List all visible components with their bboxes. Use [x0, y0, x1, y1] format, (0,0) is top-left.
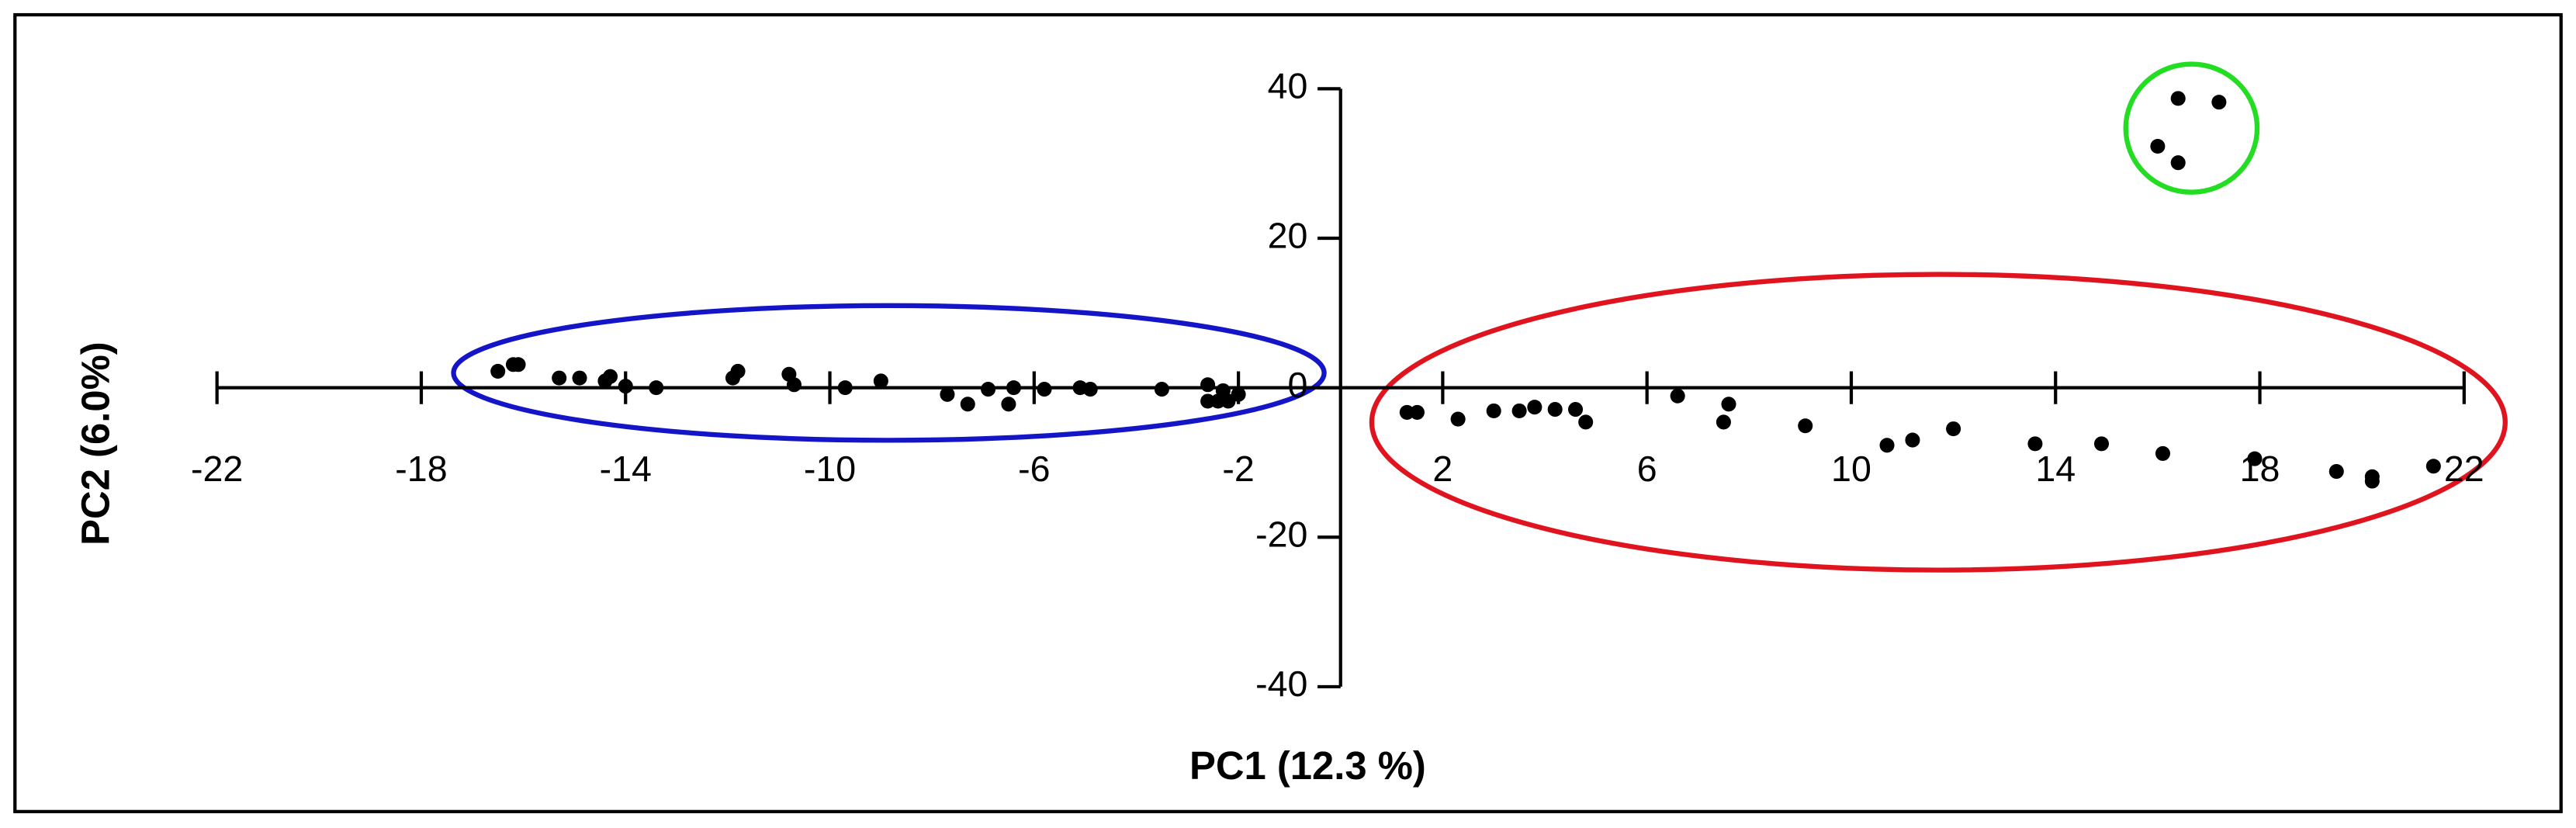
point	[1567, 402, 1584, 417]
point	[511, 357, 526, 372]
point	[1082, 382, 1098, 397]
x-tick-label: -6	[1018, 449, 1050, 489]
point	[1409, 404, 1425, 420]
x-tick-label: 14	[2035, 449, 2076, 489]
cluster-outline	[1369, 272, 2508, 573]
point	[2425, 459, 2441, 474]
y-tick-label: 40	[1268, 66, 1308, 106]
x-tick-label: -18	[395, 449, 447, 489]
x-axis-title: PC1 (12.3 %)	[1189, 743, 1426, 788]
point	[960, 397, 975, 412]
point	[981, 382, 996, 397]
point	[786, 377, 802, 393]
point	[1006, 380, 1022, 396]
y-axis-title: PC2 (6.0%)	[74, 341, 118, 546]
point	[1721, 397, 1736, 412]
point	[2093, 436, 2110, 452]
point	[1879, 438, 1895, 453]
point	[873, 373, 888, 389]
x-tick-label: 10	[1831, 449, 1871, 489]
point	[1716, 414, 1731, 430]
point	[1798, 418, 1813, 434]
point	[1905, 432, 1920, 448]
point	[490, 363, 506, 379]
point	[1527, 400, 1542, 415]
point	[940, 386, 955, 402]
point	[572, 370, 587, 386]
point	[1450, 411, 1466, 427]
x-tick-label: -2	[1222, 449, 1254, 489]
point	[2364, 473, 2380, 489]
point	[1154, 382, 1169, 397]
point	[2027, 436, 2043, 452]
point	[1200, 393, 1216, 409]
point	[2328, 463, 2344, 480]
point	[1946, 421, 1961, 437]
point	[2247, 451, 2263, 466]
x-tick-label: -22	[191, 449, 243, 489]
point	[1578, 414, 1594, 430]
cluster-outline	[2123, 61, 2260, 195]
point	[2150, 138, 2166, 154]
point	[552, 370, 567, 386]
x-tick-label: -14	[600, 449, 652, 489]
point	[1670, 388, 1685, 404]
point	[2155, 445, 2170, 461]
x-tick-label: 22	[2444, 449, 2484, 489]
point	[1231, 386, 1246, 402]
cluster-outline	[451, 303, 1327, 443]
point	[1547, 402, 1563, 417]
x-tick-label: -10	[804, 449, 856, 489]
point	[1399, 404, 1414, 420]
y-tick-label: -20	[1255, 514, 1307, 555]
frame	[13, 12, 2563, 813]
point	[618, 379, 633, 394]
point	[602, 369, 618, 384]
point	[1486, 403, 1501, 419]
y-tick-label: 20	[1268, 215, 1308, 255]
x-tick-label: 2	[1432, 449, 1452, 489]
y-tick-label: -40	[1255, 663, 1307, 704]
x-tick-label: 6	[1637, 449, 1657, 489]
point	[1037, 382, 1052, 397]
point	[2170, 91, 2186, 106]
point	[1200, 377, 1216, 393]
point	[837, 380, 853, 396]
point	[649, 380, 664, 396]
point	[1511, 403, 1527, 419]
point	[2211, 95, 2227, 110]
y-tick-label: 0	[1287, 365, 1307, 405]
point	[730, 363, 746, 379]
point	[1001, 397, 1016, 412]
point	[2170, 155, 2186, 171]
